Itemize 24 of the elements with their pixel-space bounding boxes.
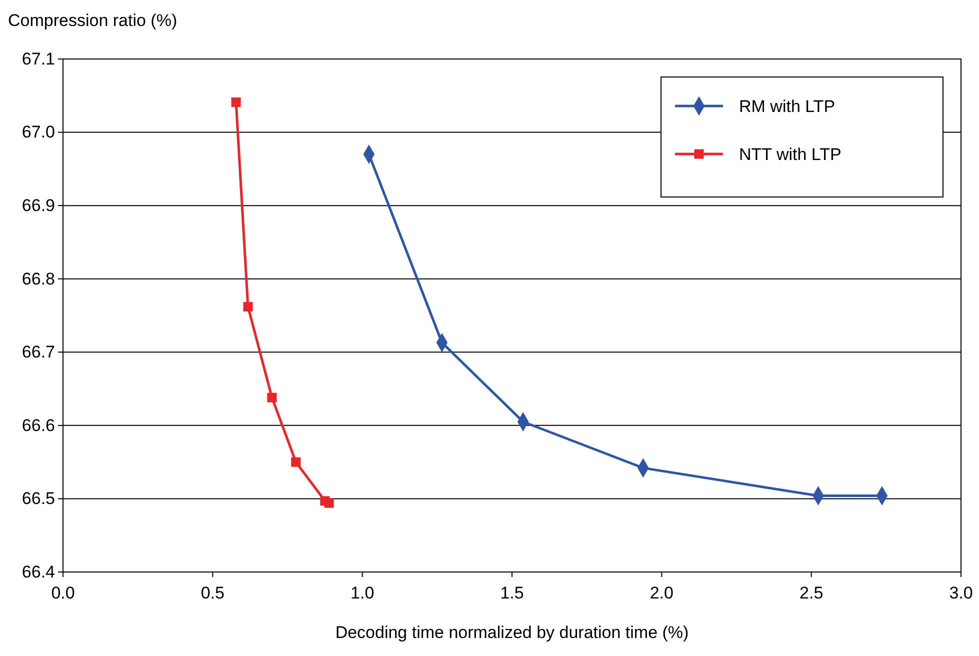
- y-tick-label: 67.0: [22, 122, 55, 142]
- legend-label: RM with LTP: [739, 97, 836, 116]
- point: [291, 457, 301, 467]
- point: [231, 97, 241, 107]
- x-axis-title: Decoding time normalized by duration time (%): [335, 623, 689, 642]
- y-tick-label: 66.9: [22, 196, 55, 216]
- y-axis-title: Compression ratio (%): [8, 11, 178, 30]
- y-tick-label: 66.5: [22, 489, 55, 508]
- x-tick-label: 2.5: [800, 584, 824, 603]
- x-tick-label: 3.0: [949, 584, 973, 603]
- x-tick-label: 2.0: [650, 584, 674, 603]
- y-tick-label: 66.8: [22, 269, 55, 288]
- y-tick-label: 66.7: [22, 342, 55, 362]
- point: [243, 302, 253, 312]
- legend-label: NTT with LTP: [739, 145, 842, 164]
- y-tick-label: 67.1: [22, 49, 55, 68]
- x-tick-label: 1.0: [350, 584, 374, 603]
- x-tick-label: 0.0: [51, 584, 75, 603]
- point: [267, 392, 277, 402]
- point: [324, 498, 334, 508]
- y-tick-label: 66.4: [22, 562, 55, 582]
- x-tick-label: 1.5: [500, 584, 524, 603]
- x-tick-label: 0.5: [200, 584, 224, 603]
- y-tick-label: 66.6: [22, 416, 55, 435]
